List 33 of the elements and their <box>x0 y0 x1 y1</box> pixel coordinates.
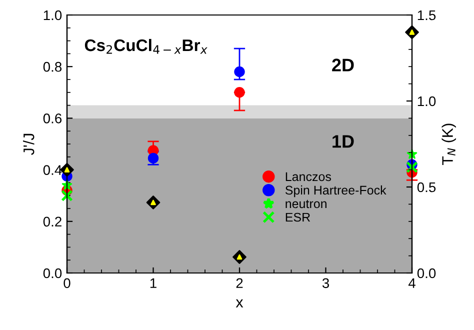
x-axis-title: x <box>236 299 244 308</box>
point <box>406 161 418 174</box>
point <box>146 196 160 210</box>
y-tick-label: 0.2 <box>43 216 62 227</box>
band-label: 1D <box>332 135 354 148</box>
y-tick-label: 0.0 <box>43 268 62 278</box>
x-tick-label: 2 <box>236 278 243 288</box>
point <box>61 190 73 202</box>
annotation: Cs$_{2}$CuCl$_{4−x}$Br$_{x}$ <box>84 38 208 54</box>
x-tick-label: 1 <box>150 278 156 288</box>
annotation: 2D <box>332 58 354 72</box>
legend-label: ESR <box>286 212 310 222</box>
point <box>62 180 72 190</box>
legend-label: Spin Hartree-Fock <box>285 185 386 198</box>
x-tick-label: 3 <box>322 278 329 288</box>
point <box>234 87 245 98</box>
y-axis-title: J'/J <box>23 134 34 155</box>
y2-tick-label: 0.5 <box>417 182 436 192</box>
point <box>148 152 159 164</box>
point <box>232 250 246 264</box>
y2-tick-label: 0.0 <box>417 268 436 278</box>
legend-label: Lanczos <box>286 172 331 182</box>
y-tick-label: 0.6 <box>43 114 62 124</box>
y-tick-label: 1.0 <box>44 10 62 20</box>
point <box>234 66 245 78</box>
y2-tick-label: 1.5 <box>418 10 436 20</box>
legend-label: neutron <box>286 200 326 208</box>
x-tick-label: 4 <box>408 278 416 288</box>
y-tick-label: 0.4 <box>43 165 62 175</box>
y2-tick-label: 1.0 <box>418 96 436 106</box>
y2-axis-title: T$_{N}$ (K) <box>442 124 456 165</box>
y-tick-label: 0.8 <box>43 62 62 72</box>
x-tick-label: 0 <box>64 278 70 288</box>
